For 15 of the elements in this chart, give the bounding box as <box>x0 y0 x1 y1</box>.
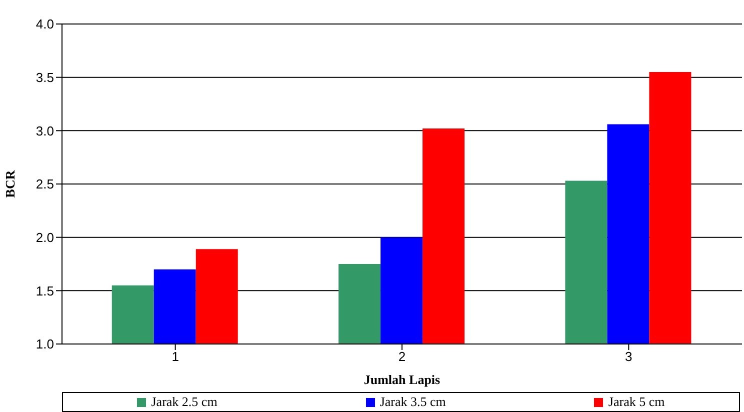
x-axis-title: Jumlah Lapis <box>364 372 440 387</box>
y-tick-label: 3.5 <box>36 70 54 85</box>
y-tick-label: 3.0 <box>36 123 54 138</box>
legend-label: Jarak 2.5 cm <box>150 394 218 410</box>
x-tick-label: 2 <box>398 349 406 364</box>
y-tick-label: 1.5 <box>36 283 54 298</box>
y-tick-label: 2.5 <box>36 176 54 192</box>
y-axis-title: BCR <box>2 170 18 198</box>
y-tick-label: 4.0 <box>36 16 54 32</box>
legend-label: Jarak 5 cm <box>607 394 665 410</box>
legend-label: Jarak 3.5 cm <box>378 394 446 410</box>
x-tick-label: 3 <box>625 349 632 364</box>
y-tick-label: 2.0 <box>36 230 54 245</box>
x-tick-label: 1 <box>172 349 179 364</box>
y-tick-label: 1.0 <box>36 336 54 352</box>
